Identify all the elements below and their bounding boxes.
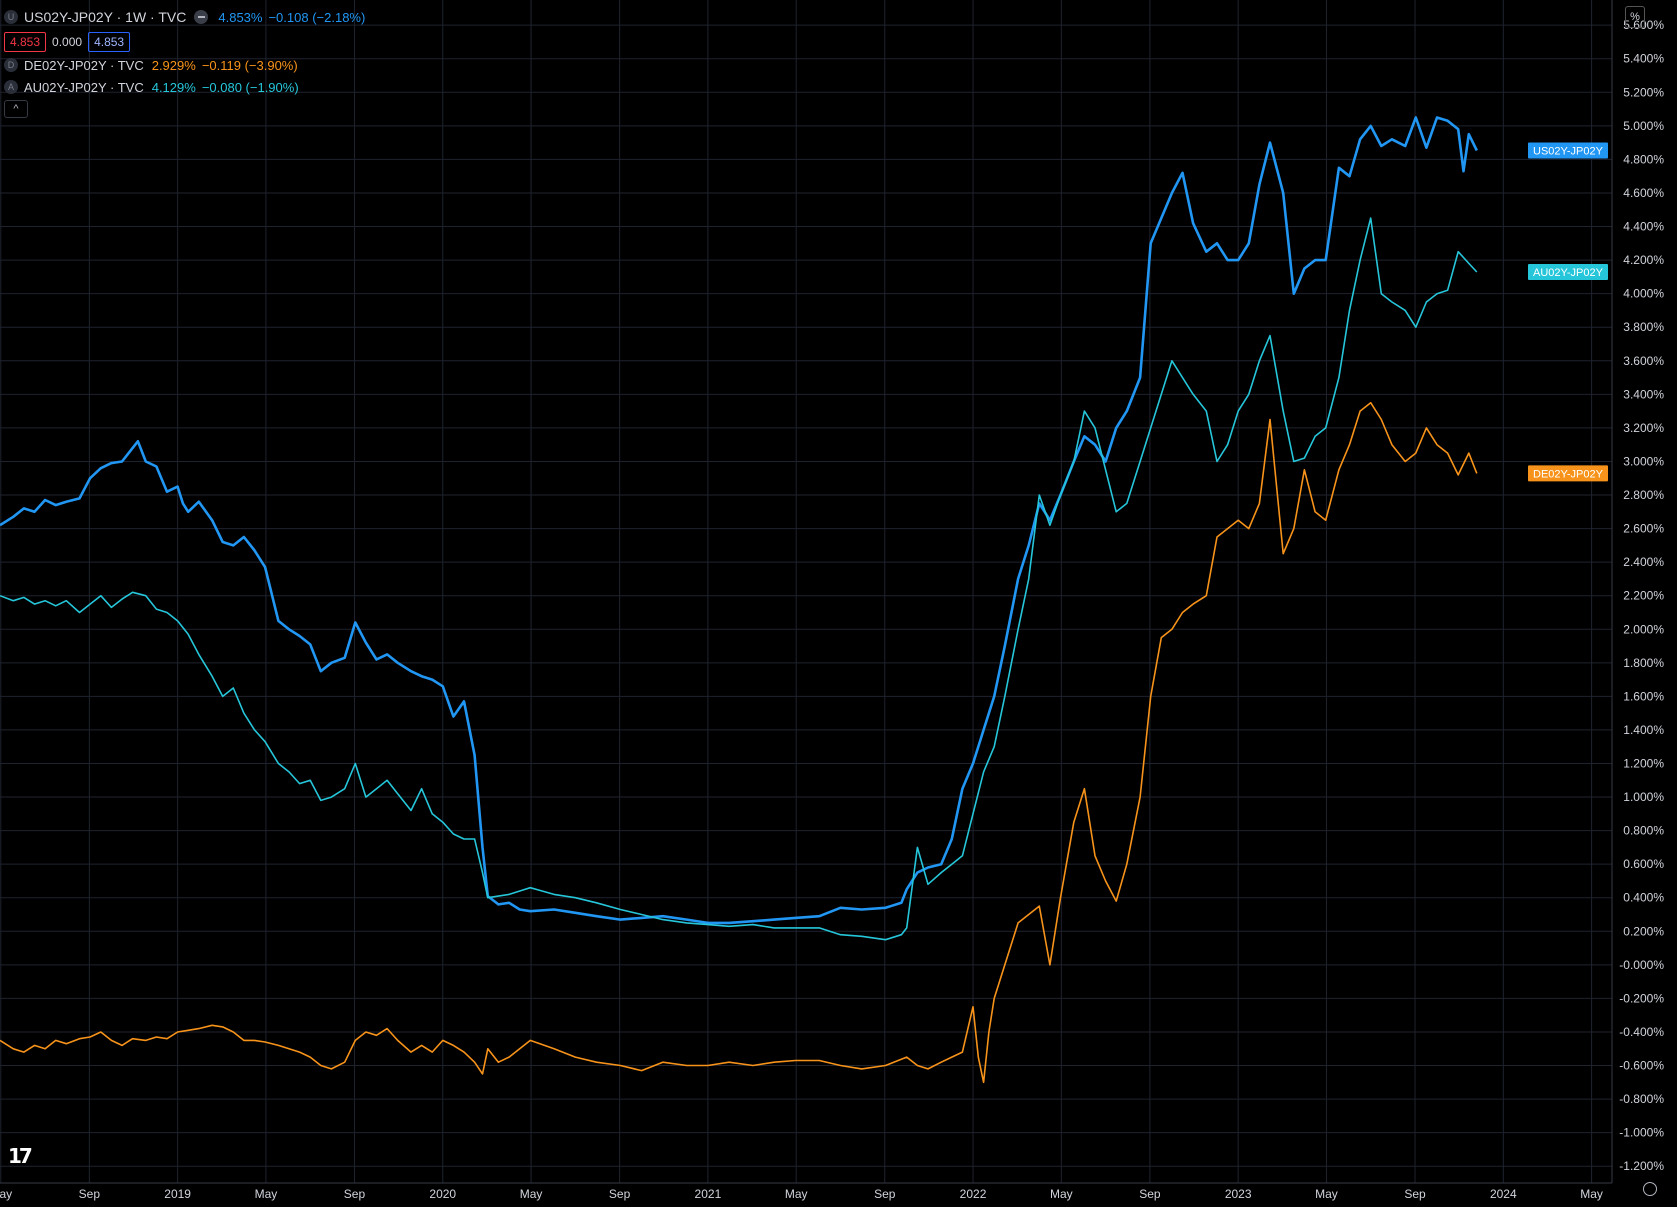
series-badge-icon: U xyxy=(4,10,18,24)
series-end-label-bg xyxy=(1528,142,1608,159)
series-value: 2.929% xyxy=(151,57,196,73)
buy-price[interactable]: 4.853 xyxy=(88,32,131,52)
y-tick-label: 4.000% xyxy=(1623,287,1664,301)
x-tick-label: May xyxy=(255,1187,278,1201)
y-tick-label: -0.600% xyxy=(1619,1059,1664,1073)
series-end-label-bg xyxy=(1528,465,1608,482)
spread-value: 0.000 xyxy=(52,35,83,49)
x-tick-label: Sep xyxy=(1139,1187,1161,1201)
y-tick-label: 1.400% xyxy=(1623,723,1664,737)
series-end-label-bg xyxy=(1528,264,1608,281)
main-symbol[interactable]: US02Y-JP02Y · 1W · TVC xyxy=(24,9,187,25)
main-value: 4.853% xyxy=(218,9,263,25)
y-tick-label: 2.000% xyxy=(1623,622,1664,636)
series-end-label: AU02Y-JP02Y xyxy=(1533,267,1604,279)
y-tick-label: 4.800% xyxy=(1623,152,1664,166)
x-tick-label: 2019 xyxy=(164,1187,191,1201)
x-tick-label: May xyxy=(1315,1187,1338,1201)
y-tick-label: -0.800% xyxy=(1619,1092,1664,1106)
x-tick-label: May xyxy=(785,1187,808,1201)
x-tick-label: 2021 xyxy=(695,1187,722,1201)
legend-main-row[interactable]: U US02Y-JP02Y · 1W · TVC 4.853% −0.108 (… xyxy=(4,6,371,28)
series-end-labels: US02Y-JP02Y AU02Y-JP02Y DE02Y-JP02Y xyxy=(1528,142,1608,482)
y-tick-label: 1.800% xyxy=(1623,656,1664,670)
series-symbol[interactable]: DE02Y-JP02Y · TVC xyxy=(24,57,144,73)
y-tick-label: 0.200% xyxy=(1623,924,1664,938)
y-tick-label: 0.800% xyxy=(1623,824,1664,838)
y-tick-label: 4.400% xyxy=(1623,220,1664,234)
visibility-toggle-icon[interactable] xyxy=(194,10,209,24)
x-tick-label: 2020 xyxy=(429,1187,456,1201)
legend-row-au[interactable]: A AU02Y-JP02Y · TVC 4.129% −0.080 (−1.90… xyxy=(4,76,371,98)
series-line-de02y-jp02y[interactable] xyxy=(0,401,1478,1084)
tradingview-logo-icon[interactable]: 17 xyxy=(8,1144,33,1168)
series-end-label: DE02Y-JP02Y xyxy=(1533,468,1604,480)
y-tick-label: -0.000% xyxy=(1619,958,1664,972)
y-tick-label: -0.200% xyxy=(1619,991,1664,1005)
y-tick-label: 5.400% xyxy=(1623,52,1664,66)
x-tick-label: 2022 xyxy=(960,1187,987,1201)
x-tick-label: Sep xyxy=(344,1187,366,1201)
series-end-label: US02Y-JP02Y xyxy=(1533,146,1604,158)
legend-row-de[interactable]: D DE02Y-JP02Y · TVC 2.929% −0.119 (−3.90… xyxy=(4,54,371,76)
series-badge-icon: D xyxy=(4,58,18,72)
series-value: 4.129% xyxy=(151,79,196,95)
y-tick-label: 2.400% xyxy=(1623,555,1664,569)
y-tick-label: 1.000% xyxy=(1623,790,1664,804)
y-tick-label: 1.600% xyxy=(1623,689,1664,703)
y-tick-label: 4.200% xyxy=(1623,253,1664,267)
series-change: −0.119 (−3.90%) xyxy=(201,57,298,73)
time-axis[interactable]: May Sep 2019 May Sep 2020 May Sep 2021 May Sep 2022… xyxy=(0,1187,1603,1201)
x-tick-label: May xyxy=(1050,1187,1073,1201)
x-tick-label: May xyxy=(520,1187,543,1201)
y-tick-label: -1.000% xyxy=(1619,1126,1664,1140)
y-tick-label: 3.200% xyxy=(1623,421,1664,435)
y-tick-label: 3.800% xyxy=(1623,320,1664,334)
y-tick-label: 3.400% xyxy=(1623,387,1664,401)
price-axis[interactable]: 5.600%5.400%5.200%5.000%4.800%4.600%4.40… xyxy=(1619,18,1664,1173)
x-tick-label: 2023 xyxy=(1225,1187,1252,1201)
series-change: −0.080 (−1.90%) xyxy=(201,79,299,95)
series-badge-icon: A xyxy=(4,80,18,94)
chart-legend: U US02Y-JP02Y · 1W · TVC 4.853% −0.108 (… xyxy=(4,6,371,118)
collapse-legend-button[interactable]: ^ xyxy=(4,100,28,118)
unit-toggle-button[interactable]: % xyxy=(1625,6,1645,28)
main-change: −0.108 (−2.18%) xyxy=(268,9,366,25)
bid-ask-row: 4.853 0.000 4.853 xyxy=(4,32,371,52)
chart-series-group xyxy=(0,116,1478,1084)
series-line-us02y-jp02y[interactable] xyxy=(0,116,1478,925)
y-tick-label: 0.400% xyxy=(1623,891,1664,905)
y-tick-label: -1.200% xyxy=(1619,1159,1664,1173)
x-tick-label: 2024 xyxy=(1490,1187,1517,1201)
x-tick-label: Sep xyxy=(1404,1187,1426,1201)
y-tick-label: -0.400% xyxy=(1619,1025,1664,1039)
series-symbol[interactable]: AU02Y-JP02Y · TVC xyxy=(24,79,144,95)
chart-grid xyxy=(0,0,1612,1183)
series-line-au02y-jp02y[interactable] xyxy=(0,217,1478,941)
y-tick-label: 0.600% xyxy=(1623,857,1664,871)
y-tick-label: 5.200% xyxy=(1623,85,1664,99)
y-tick-label: 5.000% xyxy=(1623,119,1664,133)
y-tick-label: 4.600% xyxy=(1623,186,1664,200)
y-tick-label: 3.600% xyxy=(1623,354,1664,368)
x-tick-label: May xyxy=(1580,1187,1603,1201)
y-tick-label: 2.600% xyxy=(1623,522,1664,536)
x-tick-label: May xyxy=(0,1187,12,1201)
x-tick-label: Sep xyxy=(874,1187,896,1201)
sell-price[interactable]: 4.853 xyxy=(4,32,47,52)
x-tick-label: Sep xyxy=(79,1187,101,1201)
y-tick-label: 1.200% xyxy=(1623,756,1664,770)
x-tick-label: Sep xyxy=(609,1187,631,1201)
y-tick-label: 2.200% xyxy=(1623,589,1664,603)
y-tick-label: 3.000% xyxy=(1623,454,1664,468)
settings-gear-icon[interactable] xyxy=(1643,1182,1657,1196)
y-tick-label: 2.800% xyxy=(1623,488,1664,502)
